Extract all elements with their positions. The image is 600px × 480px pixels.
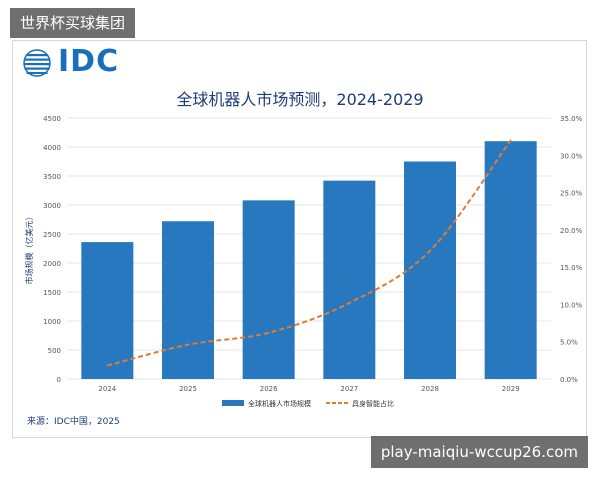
y-tick-label: 2000 [43, 260, 61, 268]
idc-logo-text: IDC [58, 44, 120, 79]
x-tick-label: 2027 [340, 385, 358, 393]
y2-tick-label: 15.0% [560, 264, 583, 272]
bar-2028 [404, 161, 456, 379]
y2-tick-label: 20.0% [560, 227, 583, 235]
bar-2025 [162, 221, 214, 379]
line-point-2024 [106, 364, 109, 367]
x-tick-label: 2028 [421, 385, 439, 393]
y-tick-label: 1500 [43, 289, 61, 297]
watermark-bottom: play-maiqiu-wccup26.com [370, 436, 588, 468]
y-tick-label: 4000 [43, 144, 61, 152]
y-tick-label: 500 [48, 347, 61, 355]
line-point-2025 [187, 343, 189, 346]
bar-2027 [323, 180, 376, 379]
bar-2029 [484, 141, 537, 379]
y-axis-label: 市场规模（亿美元） [24, 213, 34, 285]
line-point-2029 [509, 139, 512, 142]
x-tick-label: 2025 [179, 385, 197, 393]
y-tick-label: 2500 [43, 231, 61, 239]
bar-2024 [81, 242, 134, 379]
idc-globe-icon [23, 49, 51, 77]
y2-tick-label: 5.0% [560, 339, 578, 347]
y2-tick-label: 0.0% [560, 376, 578, 384]
y-tick-label: 3000 [43, 202, 61, 210]
line-series-path [107, 139, 512, 367]
source-note: 来源：IDC中国，2025 [27, 417, 120, 427]
chart-title: 全球机器人市场预测，2024-2029 [176, 90, 424, 109]
y-tick-label: 1000 [43, 318, 61, 326]
x-tick-label: 2026 [260, 385, 278, 393]
legend-bar-swatch [222, 400, 244, 406]
line-point-2028 [429, 249, 431, 252]
legend-bar-label: 全球机器人市场规模 [248, 399, 311, 408]
y2-tick-label: 30.0% [560, 152, 583, 160]
legend-line-label: 具身智能占比 [352, 399, 394, 408]
y-tick-label: 4500 [43, 115, 61, 123]
bar-2026 [242, 200, 295, 379]
watermark-top: 世界杯买球集团 [10, 8, 136, 38]
line-point-2027 [348, 302, 351, 304]
y2-tick-label: 35.0% [560, 115, 583, 123]
line-point-2026 [267, 331, 270, 334]
y-tick-label: 3500 [43, 173, 61, 181]
x-tick-label: 2029 [502, 385, 520, 393]
y2-tick-label: 25.0% [560, 190, 583, 198]
y-tick-label: 0 [57, 376, 61, 384]
x-tick-label: 2024 [98, 385, 116, 393]
y2-tick-label: 10.0% [560, 301, 583, 309]
